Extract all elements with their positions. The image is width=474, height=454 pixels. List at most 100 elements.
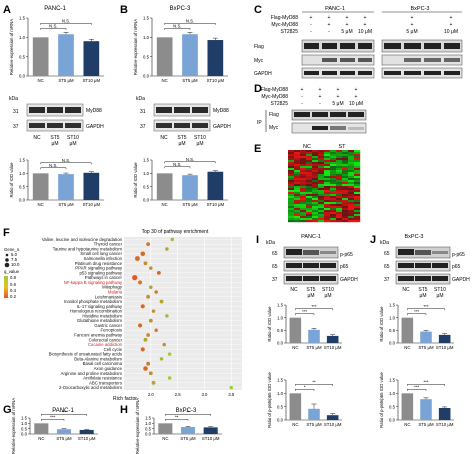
y-tick-label: 1.5 [19,16,26,21]
blot-band [294,112,310,117]
heatmap-cell [318,180,325,183]
heatmap-cell [300,204,307,207]
heatmap-cell [342,200,349,203]
heatmap-cell [354,150,361,153]
x-tick-label: NC [292,345,298,350]
chart-i-iod: 0.0 0.5 1.0 1.5 Ratio of IOD value NC ST5 μM ST… [267,303,342,350]
heatmap-cell [288,220,295,223]
band-label: Myc [254,58,264,64]
heatmap-cell [306,214,313,217]
significance-label: *** [423,304,428,309]
blot-band [384,71,401,75]
band-label: p65 [452,264,461,270]
heatmap-cell [324,210,331,213]
treatment-cell: 10 μM [349,101,363,107]
y-tick-label: 0.5 [19,184,26,189]
pathway-label: Colorectal cancer [89,337,123,342]
heatmap-cell [348,216,355,219]
heatmap-cell [336,218,343,221]
heatmap-cell [342,164,349,167]
panel-g-title: PANC-1 [52,408,74,414]
heatmap-cell [330,206,337,209]
heatmap-cell [318,216,325,219]
heatmap-cell [354,180,361,183]
enrichment-dot [134,256,140,261]
bar [58,174,74,200]
bar [203,427,218,434]
heatmap-cell [294,150,301,153]
heatmap-cell [324,188,331,191]
treatment-cell: + [411,22,414,28]
x-tick-label: NC [162,202,168,207]
blot-strip [381,54,463,66]
heatmap-cell [300,180,307,183]
heatmap-cell [354,172,361,175]
heatmap-cell [318,164,325,167]
heatmap-cell [324,156,331,159]
pathway-label: Fanconi anemia pathway [74,333,123,338]
y-tick-label: 1.5 [389,378,396,383]
blot-band [415,263,431,268]
kda-label: kDa [9,96,18,102]
heatmap-cell [342,218,349,221]
mw-label: 37 [140,124,146,130]
heatmap-cell [288,168,295,171]
lane-label: ST5 [306,287,315,293]
heatmap-cell [300,212,307,215]
enrichment-dot [154,328,158,332]
significance-label: ** [312,380,316,385]
panel-f: F Top 30 of pathway enrichment Gene_n. 5… [3,227,242,402]
pathway-label: IL-17 signaling pathway [77,304,123,309]
legend-q-label: 0.2 [10,294,17,299]
y-tick-label: 0.0 [277,341,284,346]
heatmap-cell [288,158,295,161]
lane-label: NC [402,287,410,293]
heatmap-cell [294,220,301,223]
heatmap-cell [306,168,313,171]
blot-band [304,43,319,49]
heatmap-cell [288,150,295,153]
x-tick-label: ST10 μM [436,422,454,427]
heatmap-cell [330,212,337,215]
y-tick-label: 1.0 [143,35,150,40]
bar [438,408,451,420]
heatmap-cell [294,190,301,193]
heatmap-cell [288,166,295,169]
heatmap-cell [330,178,337,181]
lane-label: ST10 [434,287,446,293]
heatmap-cell [330,210,337,213]
heatmap-cell [354,210,361,213]
heatmap-cell [294,152,301,155]
lane-unit: μM [436,293,443,299]
heatmap-cell [336,200,343,203]
heatmap-cell [294,162,301,165]
bar [79,429,94,434]
blot-band [404,43,421,49]
heatmap-cell [294,212,301,215]
pathway-label: Arginine and proline metabolism [61,371,123,376]
heatmap-cell [336,170,343,173]
heatmap-cell [288,180,295,183]
chart-j-ratio: 0.0 0.5 1.0 1.5 Ratio of p-p65/p65 IOD value… [379,372,454,428]
heatmap-cell [312,184,319,187]
heatmap-cell [318,220,325,223]
heatmap-cell [330,168,337,171]
heatmap-cell [336,160,343,163]
plot-area [124,237,242,390]
heatmap-cell [318,210,325,213]
y-axis-label: Ratio of p-p65/p65 IOD value [379,372,384,428]
legend-title: q_value [4,269,20,274]
heatmap-cell [288,202,295,205]
treatment-table-d: Flag-MyD88 + + + +Myc-MyD88- + + +ST2825- -5 μM 1… [261,87,363,107]
band-label: GAPDH [452,277,470,283]
heatmap-cell [300,200,307,203]
heatmap-cell [330,208,337,211]
x-tick-label: NC [292,422,298,427]
heatmap-cell [306,154,313,157]
enrichment-dot [140,304,145,309]
heatmap-cell [354,206,361,209]
heatmap-cell [348,160,355,163]
heatmap-cell [342,188,349,191]
heatmap-cell [300,218,307,221]
